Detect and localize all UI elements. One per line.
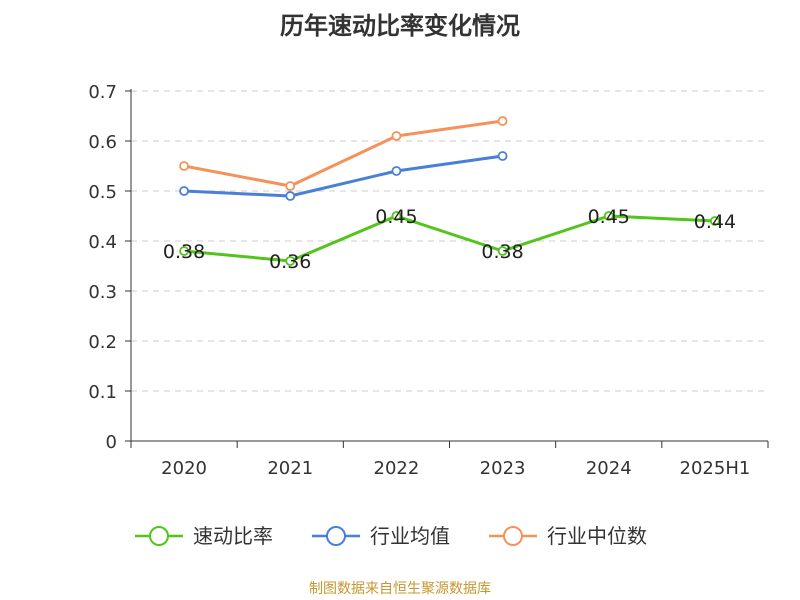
source-note: 制图数据来自恒生聚源数据库 <box>309 581 491 597</box>
data-point[interactable] <box>497 116 508 126</box>
data-label: 0.38 <box>481 241 523 263</box>
data-label-layer: 0.38 0.36 0.45 0.38 0.45 0.44 <box>163 206 736 273</box>
x-tick-label: 2024 <box>586 458 632 479</box>
data-label: 0.38 <box>163 241 205 263</box>
legend-label: 速动比率 <box>193 524 273 548</box>
data-point[interactable] <box>179 161 189 171</box>
data-point[interactable] <box>710 216 720 226</box>
grid-layer <box>131 90 768 392</box>
legend-item[interactable]: 速动比率 <box>135 524 273 548</box>
x-tick-label: 2021 <box>267 458 313 479</box>
y-tick-label: 0.3 <box>88 282 117 303</box>
legend-item[interactable]: 行业中位数 <box>489 524 647 548</box>
y-tick-label: 0 <box>106 432 117 453</box>
data-point[interactable] <box>285 181 296 191</box>
series-line <box>184 154 503 198</box>
data-point[interactable] <box>497 246 508 256</box>
y-tick-label: 0.1 <box>88 382 117 403</box>
axis-layer: 0 0.1 0.2 0.3 0.4 0.5 0.6 0.7 2020 2021 2022 2023 20… <box>88 82 769 479</box>
series-layer <box>179 116 720 266</box>
data-point[interactable] <box>179 186 189 196</box>
data-label: 0.44 <box>694 211 736 233</box>
legend-label: 行业中位数 <box>547 524 647 548</box>
data-point[interactable] <box>285 256 296 266</box>
legend-label: 行业均值 <box>370 524 450 548</box>
chart-title: 历年速动比率变化情况 <box>280 12 520 40</box>
y-tick-label: 0.6 <box>88 132 117 153</box>
y-tick-label: 0.4 <box>88 232 117 253</box>
data-label: 0.36 <box>269 251 311 273</box>
data-point[interactable] <box>179 246 189 256</box>
legend-circle-marker <box>326 526 346 546</box>
x-tick-label: 2023 <box>480 458 526 479</box>
legend-item[interactable]: 行业均值 <box>312 524 450 548</box>
legend-circle-marker <box>149 526 169 546</box>
series-line <box>183 214 715 263</box>
data-point[interactable] <box>285 191 296 201</box>
y-tick-label: 0.5 <box>88 182 117 203</box>
data-point[interactable] <box>497 151 508 161</box>
data-point[interactable] <box>391 166 402 176</box>
series-line <box>183 119 503 188</box>
legend-circle-marker <box>503 526 523 546</box>
data-label: 0.45 <box>588 206 630 228</box>
data-label: 0.45 <box>375 206 417 228</box>
x-tick-label: 2025H1 <box>680 458 751 479</box>
x-tick-label: 2020 <box>161 458 207 479</box>
data-point[interactable] <box>603 211 614 221</box>
data-point[interactable] <box>391 211 402 221</box>
y-tick-label: 0.2 <box>88 332 117 353</box>
x-tick-label: 2022 <box>374 458 420 479</box>
y-tick-label: 0.7 <box>88 82 117 103</box>
legend[interactable]: 速动比率 行业均值 行业中位数 <box>135 524 647 548</box>
data-point[interactable] <box>391 131 402 141</box>
